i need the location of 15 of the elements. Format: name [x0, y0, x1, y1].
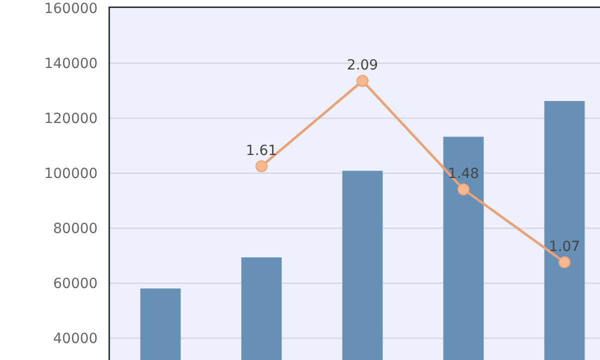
y-tick-label: 120000 [44, 110, 98, 127]
y-tick-label: 40000 [53, 330, 98, 347]
data-label: 1.61 [246, 142, 278, 159]
data-label: 1.07 [548, 238, 580, 255]
y-tick-label: 60000 [53, 276, 98, 292]
point [356, 74, 368, 87]
data-label: 1.48 [448, 166, 480, 182]
y-tick-label: 140000 [44, 56, 98, 72]
point [558, 256, 570, 268]
y-tick-label: 80000 [53, 220, 98, 237]
point [256, 160, 268, 172]
data-label: 2.09 [346, 58, 378, 74]
y-tick-label: 100000 [44, 166, 98, 182]
point [458, 183, 470, 196]
y-tick-label: 160000 [44, 0, 98, 17]
